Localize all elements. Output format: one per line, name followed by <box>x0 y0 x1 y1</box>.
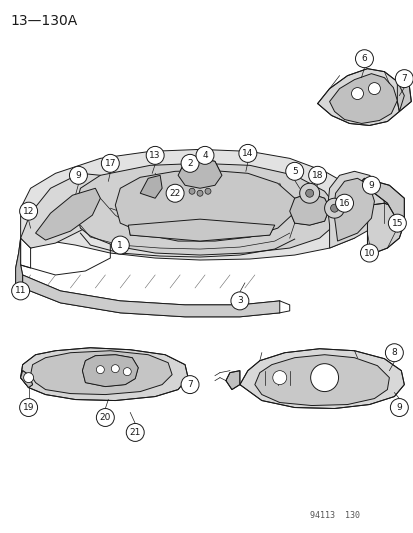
Text: 1: 1 <box>117 240 123 249</box>
Polygon shape <box>396 82 411 111</box>
Text: 10: 10 <box>363 248 374 257</box>
Text: 16: 16 <box>338 199 349 208</box>
Circle shape <box>310 364 338 392</box>
Text: 22: 22 <box>169 189 180 198</box>
Circle shape <box>285 163 303 180</box>
Polygon shape <box>21 348 188 400</box>
Polygon shape <box>367 203 404 253</box>
Text: 17: 17 <box>104 159 116 168</box>
Polygon shape <box>239 349 404 408</box>
Text: 11: 11 <box>15 286 26 295</box>
Polygon shape <box>16 238 23 288</box>
Text: 4: 4 <box>202 151 207 160</box>
Polygon shape <box>21 173 110 248</box>
Circle shape <box>197 190 202 196</box>
Polygon shape <box>82 354 138 386</box>
Text: 3: 3 <box>236 296 242 305</box>
Circle shape <box>69 166 87 184</box>
Text: 13—130A: 13—130A <box>11 14 78 28</box>
Text: 12: 12 <box>23 207 34 216</box>
Polygon shape <box>225 370 239 390</box>
Circle shape <box>305 189 313 197</box>
Circle shape <box>96 408 114 426</box>
Circle shape <box>12 282 29 300</box>
Circle shape <box>19 399 38 416</box>
Circle shape <box>394 70 412 87</box>
Circle shape <box>126 424 144 441</box>
Text: 20: 20 <box>100 413 111 422</box>
Polygon shape <box>329 74 396 124</box>
Text: 5: 5 <box>291 167 297 176</box>
Circle shape <box>96 366 104 374</box>
Polygon shape <box>289 193 329 225</box>
Polygon shape <box>254 354 389 406</box>
Polygon shape <box>317 69 404 125</box>
Polygon shape <box>75 163 337 255</box>
Circle shape <box>272 370 286 385</box>
Circle shape <box>230 292 248 310</box>
Circle shape <box>146 147 164 164</box>
Circle shape <box>166 184 184 202</box>
Text: 2: 2 <box>187 159 192 168</box>
Polygon shape <box>354 179 404 228</box>
Text: 15: 15 <box>391 219 402 228</box>
Circle shape <box>196 147 214 164</box>
Circle shape <box>111 365 119 373</box>
Circle shape <box>204 188 211 194</box>
Circle shape <box>180 376 199 393</box>
Text: 21: 21 <box>129 428 140 437</box>
Text: 94113  130: 94113 130 <box>309 511 359 520</box>
Circle shape <box>123 368 131 376</box>
Circle shape <box>362 176 380 194</box>
Text: 7: 7 <box>401 74 406 83</box>
Circle shape <box>19 202 38 220</box>
Text: 13: 13 <box>149 151 161 160</box>
Circle shape <box>335 194 353 212</box>
Text: 9: 9 <box>396 403 401 412</box>
Polygon shape <box>115 171 294 241</box>
Circle shape <box>308 166 326 184</box>
Circle shape <box>324 198 344 218</box>
Circle shape <box>299 183 319 203</box>
Circle shape <box>24 373 33 383</box>
Circle shape <box>355 50 373 68</box>
Circle shape <box>238 144 256 163</box>
Circle shape <box>351 87 363 100</box>
Text: 8: 8 <box>391 348 396 357</box>
Polygon shape <box>21 370 33 387</box>
Polygon shape <box>21 149 368 260</box>
Polygon shape <box>333 179 373 241</box>
Circle shape <box>368 83 380 94</box>
Circle shape <box>389 399 407 416</box>
Polygon shape <box>178 158 221 188</box>
Text: 14: 14 <box>242 149 253 158</box>
Circle shape <box>111 236 129 254</box>
Circle shape <box>385 344 402 362</box>
Polygon shape <box>31 351 172 394</box>
Circle shape <box>180 155 199 172</box>
Circle shape <box>360 244 377 262</box>
Circle shape <box>101 155 119 172</box>
Polygon shape <box>327 171 384 248</box>
Polygon shape <box>23 275 279 317</box>
Polygon shape <box>140 175 162 198</box>
Text: 6: 6 <box>361 54 366 63</box>
Circle shape <box>330 204 338 212</box>
Polygon shape <box>36 188 100 240</box>
Text: 7: 7 <box>187 380 192 389</box>
Text: 19: 19 <box>23 403 34 412</box>
Text: 9: 9 <box>368 181 373 190</box>
Circle shape <box>189 188 195 194</box>
Circle shape <box>387 214 405 232</box>
Polygon shape <box>128 219 274 241</box>
Text: 9: 9 <box>76 171 81 180</box>
Text: 18: 18 <box>311 171 323 180</box>
